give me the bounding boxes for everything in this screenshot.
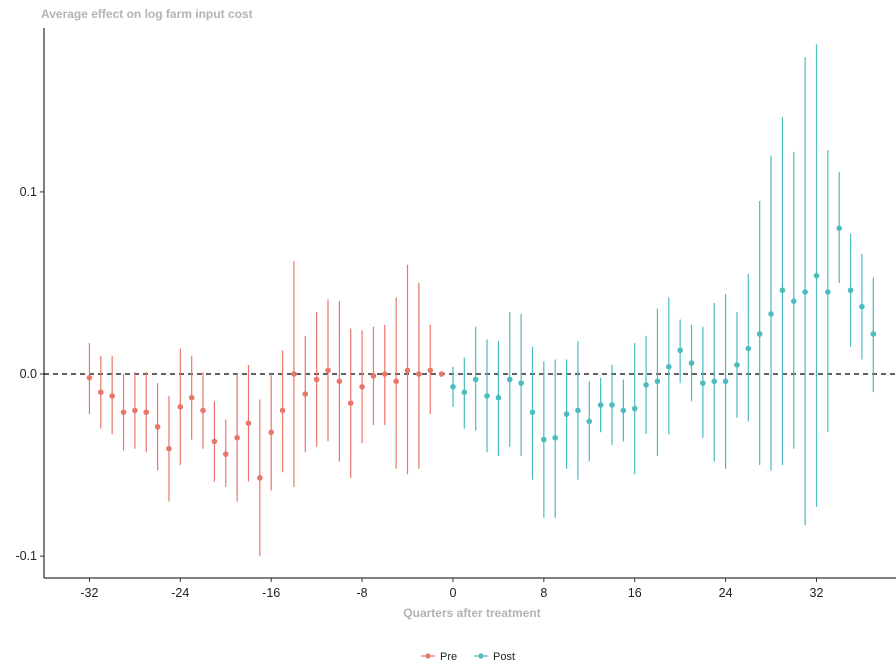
post-point	[756, 331, 763, 337]
post-point	[836, 225, 842, 232]
pre-point	[257, 475, 263, 481]
pre-point	[245, 420, 252, 426]
pre-point	[200, 407, 206, 414]
pre-point	[359, 383, 365, 390]
post-point	[495, 394, 502, 401]
post-point	[654, 378, 661, 385]
pre-point	[177, 404, 184, 410]
pre-point	[211, 438, 218, 445]
post-point	[666, 363, 672, 370]
post-point	[790, 298, 797, 304]
pre-point	[268, 429, 275, 436]
x-tick-label: -32	[80, 586, 98, 600]
post-point	[506, 376, 513, 383]
post-point	[563, 411, 570, 417]
x-tick-label: -8	[357, 586, 368, 600]
post-point	[847, 287, 854, 294]
series-layer	[86, 44, 877, 557]
axes: -32 -24 -16 -8 0 8 16 24 32 -0.1 0.0 0.1	[15, 28, 896, 600]
post-point	[541, 436, 547, 443]
post-point	[870, 331, 877, 337]
post-point	[677, 347, 683, 354]
pre-point	[416, 371, 422, 377]
x-tick-label: 24	[719, 586, 733, 600]
pre-point	[143, 409, 150, 416]
pre-point	[291, 371, 297, 377]
pre-point	[188, 394, 195, 401]
pre-point	[325, 367, 331, 374]
post-point	[813, 272, 820, 279]
post-point	[575, 407, 581, 414]
post-point	[700, 380, 706, 386]
post-point	[802, 289, 808, 295]
post-point	[484, 393, 490, 399]
pre-point	[234, 434, 240, 441]
post-point	[518, 380, 524, 386]
pre-point	[109, 393, 115, 399]
pre-point	[132, 407, 138, 414]
legend-label-pre: Pre	[440, 651, 457, 663]
post-point	[609, 402, 615, 408]
pre-point	[347, 400, 354, 406]
post-point	[734, 362, 740, 368]
post-point	[472, 376, 479, 383]
post-point	[597, 402, 604, 408]
y-tick-label: 0.0	[20, 367, 37, 381]
pre-point	[279, 407, 286, 414]
post-point	[825, 289, 831, 295]
pre-point	[120, 409, 127, 416]
post-point	[722, 378, 729, 385]
pre-point	[86, 374, 93, 381]
pre-point	[302, 391, 309, 397]
post-point	[745, 345, 752, 352]
post-point	[450, 383, 456, 390]
pre-point	[382, 371, 388, 377]
y-tick-label: -0.1	[15, 549, 37, 563]
legend: Pre Post	[421, 651, 515, 663]
post-point	[529, 409, 536, 416]
post-point	[688, 360, 695, 366]
post-point	[859, 303, 865, 310]
post-point	[768, 311, 774, 317]
pre-point	[222, 451, 229, 457]
legend-key-pre-point	[425, 653, 431, 659]
pre-point	[404, 367, 411, 374]
pre-point	[393, 378, 399, 385]
x-tick-label: 0	[449, 586, 456, 600]
post-point	[461, 389, 468, 396]
x-axis-title: Quarters after treatment	[403, 606, 540, 620]
x-tick-label: -16	[262, 586, 280, 600]
y-axis-title: Average effect on log farm input cost	[41, 7, 253, 21]
pre-point	[336, 378, 343, 385]
post-point	[711, 378, 718, 385]
y-tick-label: 0.1	[20, 185, 37, 199]
pre-point	[166, 445, 172, 452]
pre-point	[370, 373, 377, 379]
post-point	[631, 405, 638, 412]
pre-point	[427, 367, 434, 374]
x-tick-label: 8	[540, 586, 547, 600]
pre-point	[154, 424, 161, 430]
post-point	[643, 382, 649, 388]
post-point	[779, 287, 786, 294]
post-point	[552, 434, 558, 441]
x-tick-label: 16	[628, 586, 642, 600]
x-tick-label: 32	[810, 586, 824, 600]
pre-point	[313, 376, 320, 383]
post-point	[620, 407, 627, 414]
legend-key-post-point	[478, 653, 484, 659]
pre-point	[98, 389, 104, 396]
pre-point	[438, 371, 445, 377]
post-point	[586, 418, 593, 425]
legend-label-post: Post	[493, 651, 515, 663]
x-tick-label: -24	[171, 586, 189, 600]
